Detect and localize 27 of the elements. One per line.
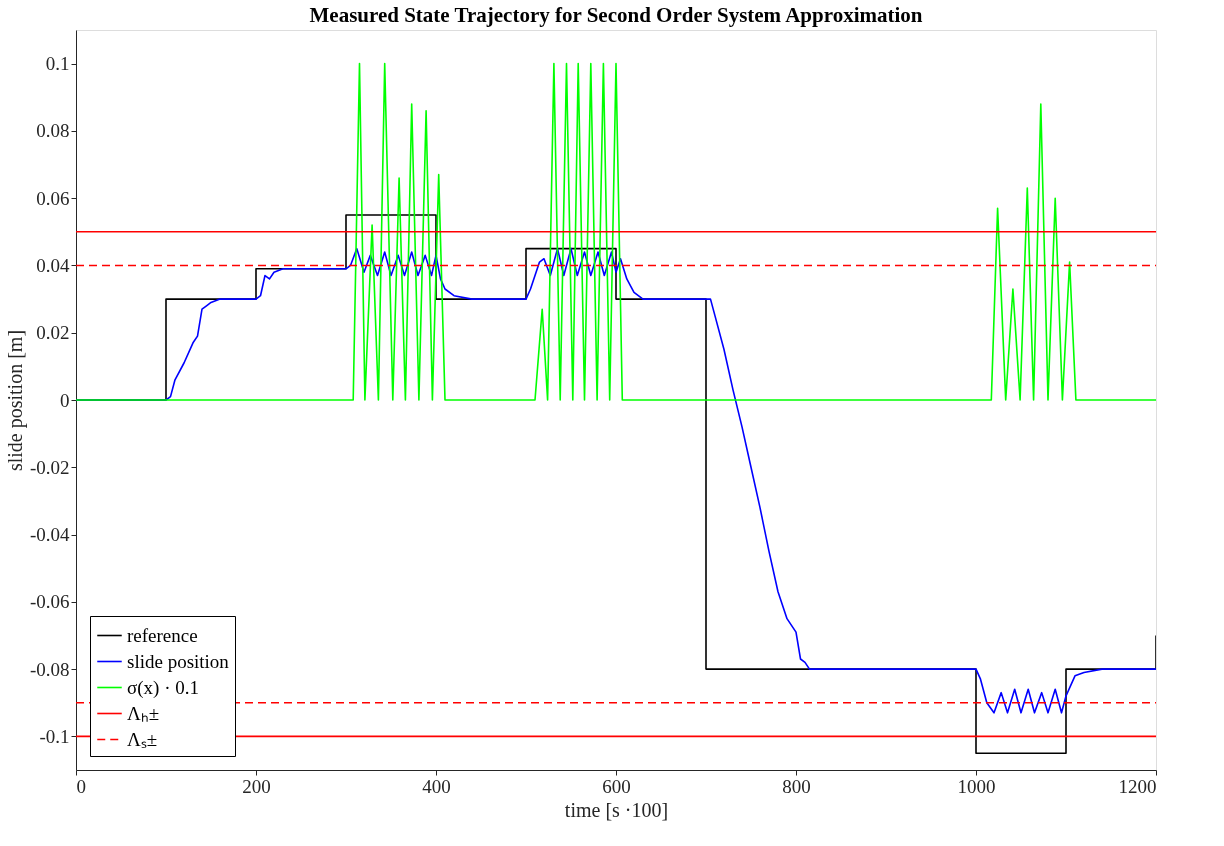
- y-tick-label: -0.02: [29, 456, 70, 478]
- legend-label: σ(x) · 0.1: [127, 676, 199, 699]
- y-tick-label: 0.06: [36, 187, 70, 209]
- x-tick-label: 1000: [957, 775, 996, 797]
- y-tick-label: 0.1: [45, 53, 70, 75]
- x-tick-label: 1200: [1118, 775, 1157, 797]
- y-tick-label: -0.08: [29, 658, 70, 680]
- x-tick-label: 200: [242, 775, 271, 797]
- chart-title: Measured State Trajectory for Second Order System Approximation: [309, 3, 923, 27]
- y-tick-label: 0.04: [36, 254, 70, 276]
- y-tick-label: -0.1: [39, 725, 70, 747]
- legend-label: slide position: [127, 650, 230, 672]
- legend-label: Λₕ±: [127, 702, 160, 724]
- legend-label: Λₛ±: [127, 728, 158, 750]
- x-tick-label: 600: [602, 775, 631, 797]
- y-tick-label: 0.02: [36, 322, 70, 344]
- y-tick-label: -0.04: [29, 524, 70, 546]
- x-tick-label: 0: [76, 775, 86, 797]
- x-tick-label: 400: [422, 775, 451, 797]
- legend-label: reference: [127, 624, 198, 646]
- y-tick-label: 0.08: [36, 120, 70, 142]
- line-series: [76, 62, 1156, 401]
- x-tick-label: 800: [782, 775, 811, 797]
- x-axis-title: time [s ·100]: [564, 798, 669, 821]
- y-tick-label: 0: [60, 389, 70, 411]
- y-axis-title: slide position [m]: [3, 329, 27, 472]
- y-tick-label: -0.06: [29, 591, 70, 613]
